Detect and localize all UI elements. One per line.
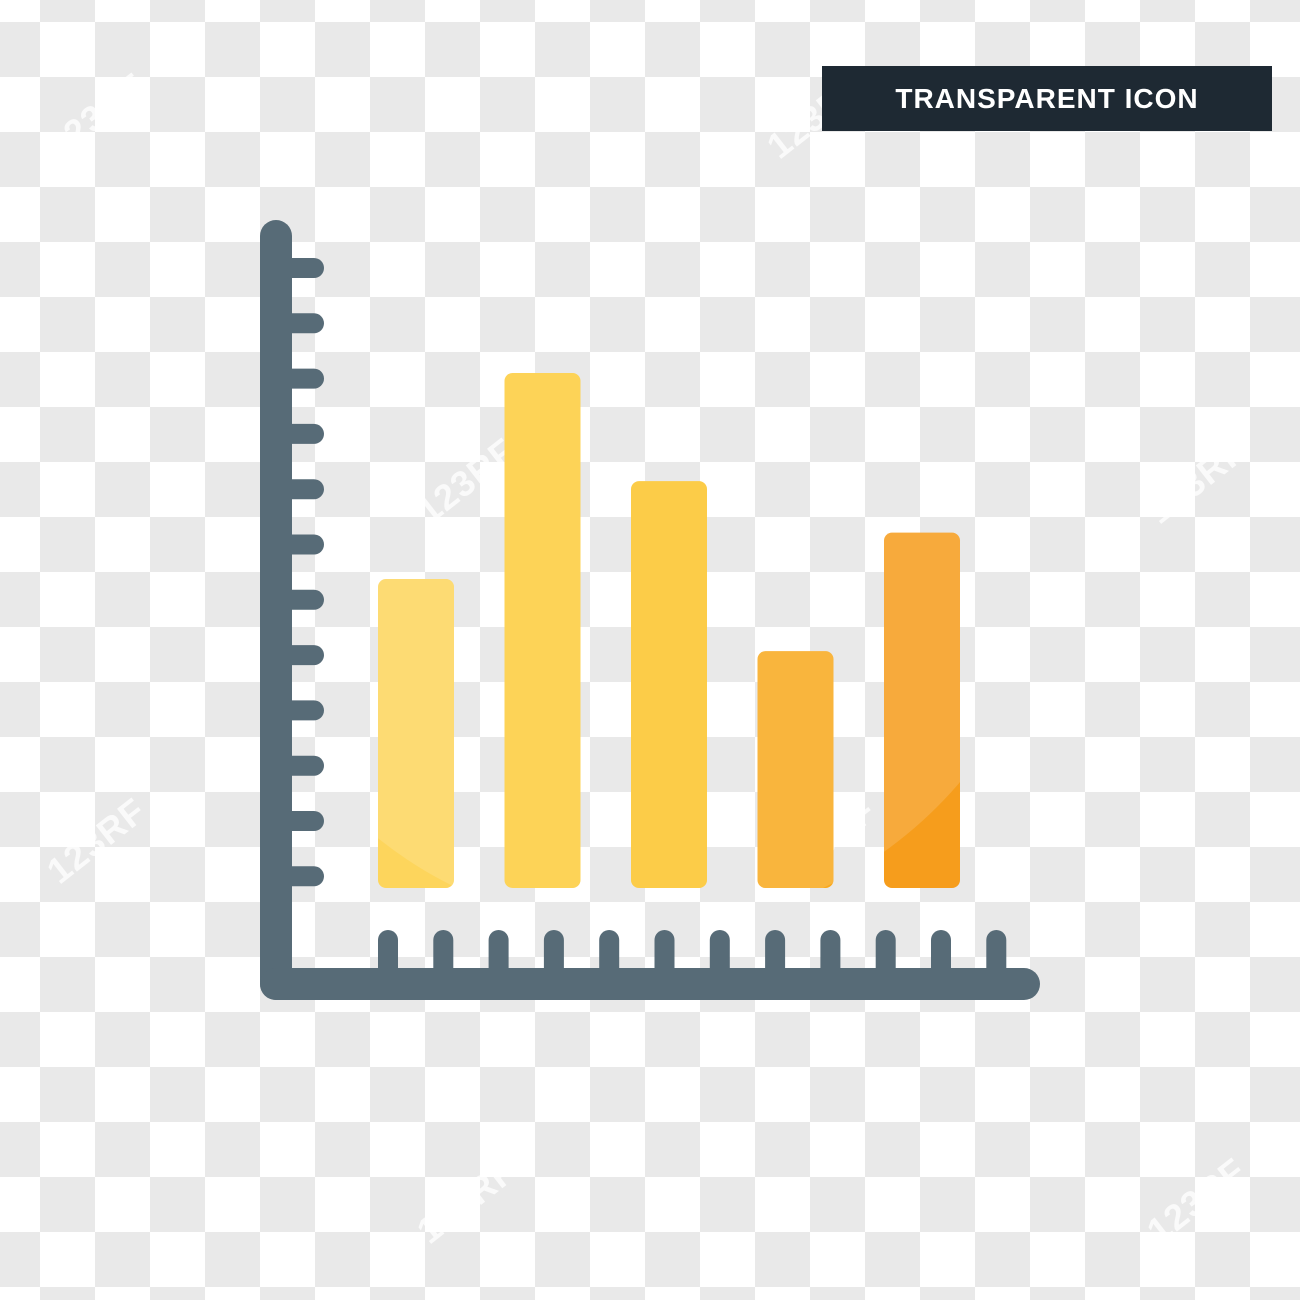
y-axis-line	[260, 220, 292, 1000]
x-axis-tick	[875, 930, 896, 980]
chart-bar	[504, 373, 581, 888]
badge-label: TRANSPARENT ICON	[895, 82, 1199, 114]
chart-bar	[631, 481, 707, 888]
x-axis-tick	[433, 930, 454, 980]
x-axis-tick	[654, 930, 675, 980]
chart-bar	[378, 579, 454, 888]
x-axis-tick	[765, 930, 786, 980]
bar-gloss	[378, 579, 454, 888]
bar-gloss	[884, 532, 960, 888]
chart-bar	[884, 532, 960, 888]
chart-bar	[757, 651, 834, 888]
x-axis-tick	[488, 930, 509, 980]
bars-group	[378, 373, 960, 888]
x-axis-tick	[543, 930, 564, 980]
bar-gloss	[631, 481, 707, 888]
transparent-icon-badge: TRANSPARENT ICON	[822, 66, 1272, 131]
x-axis-tick	[931, 930, 951, 980]
bar-gloss	[757, 651, 834, 888]
x-axis-line	[260, 968, 1040, 1000]
x-axis-tick	[599, 930, 620, 980]
x-axis-ticks	[378, 930, 1007, 980]
x-axis-tick	[820, 930, 841, 980]
x-axis-tick	[378, 930, 398, 980]
bar-gloss	[504, 373, 581, 888]
gloss-overlay	[378, 373, 960, 888]
x-axis-tick	[986, 930, 1007, 980]
x-axis-tick	[709, 930, 730, 980]
